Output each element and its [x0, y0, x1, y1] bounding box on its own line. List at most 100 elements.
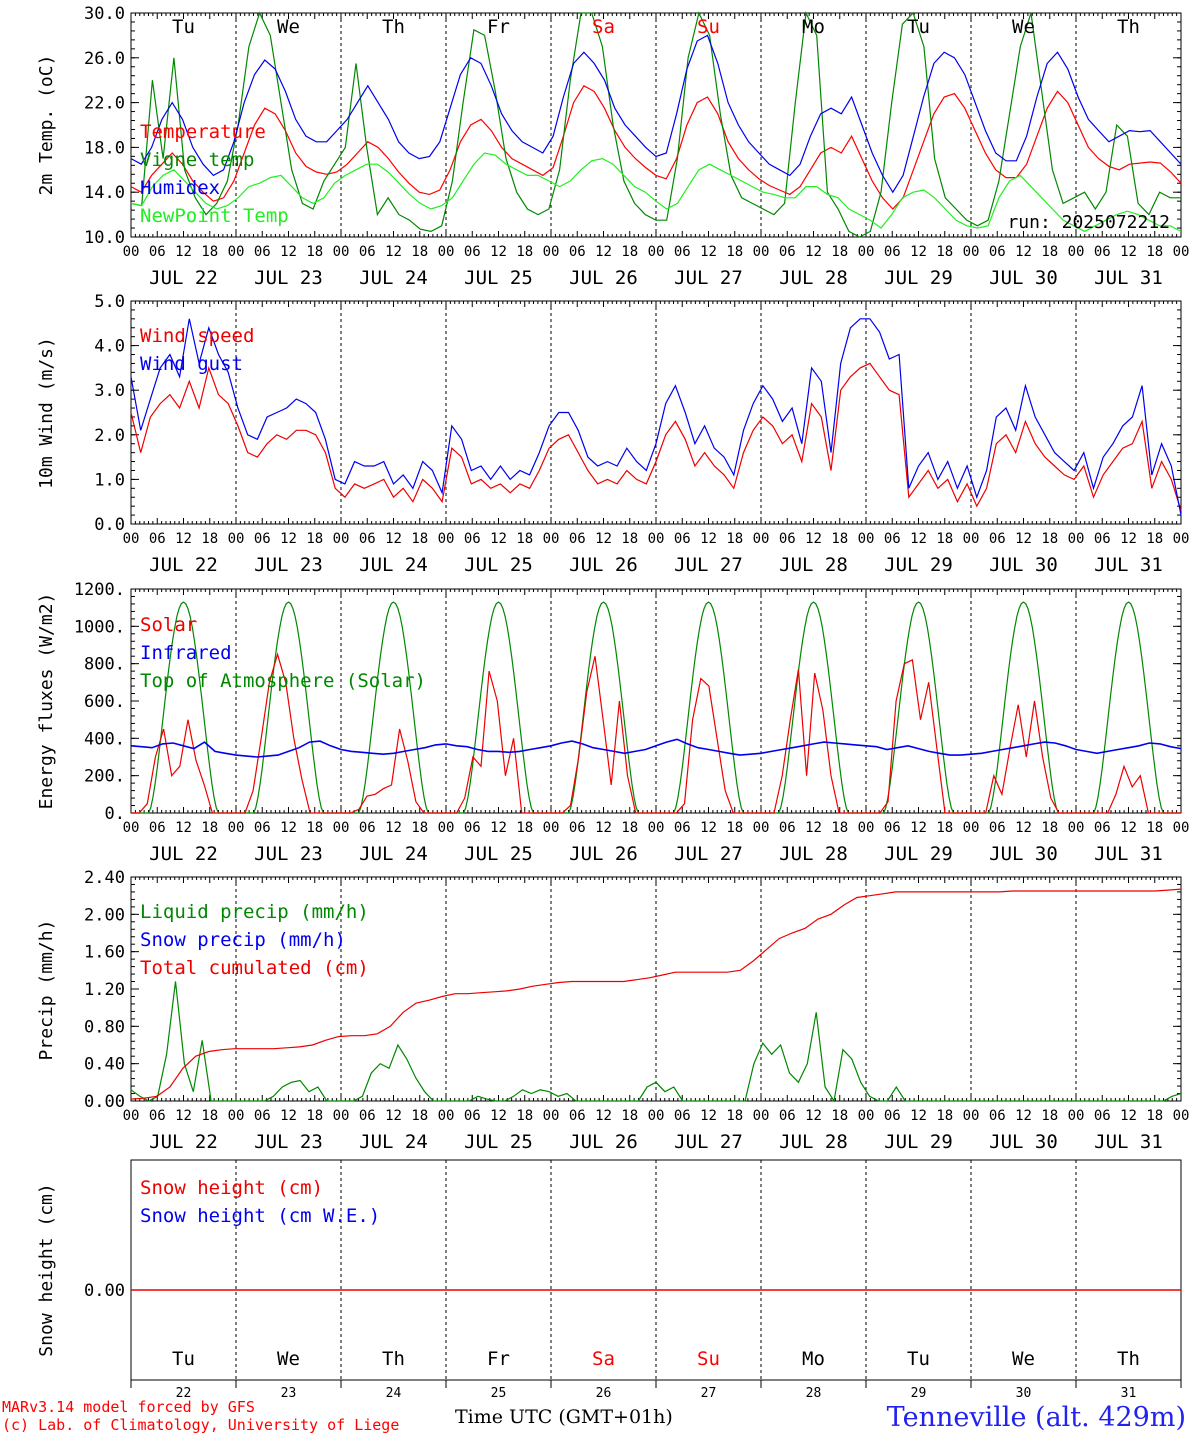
weekday-label: Tu [172, 16, 195, 38]
date-label: JUL 28 [779, 554, 848, 576]
y-tick-label: 200. [84, 767, 125, 787]
legend-entry: Solar [140, 614, 197, 636]
date-label: JUL 23 [254, 267, 323, 289]
hour-label: 06 [569, 820, 586, 836]
hour-label: 18 [831, 820, 848, 836]
hour-label: 06 [359, 1108, 376, 1124]
hour-label: 18 [831, 531, 848, 547]
weekday-label: We [1012, 16, 1035, 38]
legend-entry: Snow height (cm) [140, 1177, 323, 1199]
hour-label: 12 [1120, 820, 1137, 836]
weekday-label: Tu [172, 1348, 195, 1370]
weekday-label: Fr [487, 1348, 510, 1370]
day-number-label: 27 [701, 1386, 717, 1401]
hour-label: 18 [516, 1108, 533, 1124]
hour-label: 18 [306, 244, 323, 260]
hour-label: 00 [1173, 531, 1190, 547]
hour-label: 12 [1015, 531, 1032, 547]
hour-label: 06 [569, 244, 586, 260]
y-tick-label: 26.0 [84, 49, 125, 69]
hour-label: 06 [779, 244, 796, 260]
hour-label: 06 [674, 531, 691, 547]
hour-label: 00 [963, 820, 980, 836]
date-label: JUL 23 [254, 554, 323, 576]
hour-label: 18 [621, 820, 638, 836]
y-tick-label: 18.0 [84, 138, 125, 158]
hour-label: 00 [1173, 820, 1190, 836]
weekday-label: Mo [802, 1348, 825, 1370]
date-label: JUL 23 [254, 1131, 323, 1153]
hour-label: 06 [884, 244, 901, 260]
hour-label: 06 [464, 531, 481, 547]
hour-label: 00 [753, 244, 770, 260]
series-line [130, 318, 1182, 516]
hour-label: 12 [700, 244, 717, 260]
hour-label: 06 [779, 1108, 796, 1124]
date-label: JUL 24 [359, 267, 428, 289]
day-number-label: 24 [386, 1386, 402, 1401]
hour-label: 00 [438, 1108, 455, 1124]
hour-label: 00 [438, 244, 455, 260]
series-line [130, 981, 1182, 1103]
hour-label: 12 [175, 1108, 192, 1124]
hour-label: 18 [726, 1108, 743, 1124]
hour-label: 06 [884, 820, 901, 836]
hour-label: 00 [1068, 531, 1085, 547]
hour-label: 12 [175, 820, 192, 836]
hour-label: 00 [1068, 820, 1085, 836]
weekday-label: Th [1117, 16, 1140, 38]
y-tick-label: 1.0 [94, 470, 125, 490]
series-line [130, 152, 1182, 233]
date-label: JUL 26 [569, 554, 638, 576]
weekday-label: We [1012, 1348, 1035, 1370]
hour-label: 06 [149, 244, 166, 260]
series-line [130, 362, 1182, 511]
hour-label: 18 [411, 1108, 428, 1124]
y-axis-label: Snow height (cm) [36, 1183, 57, 1356]
weekday-label: Fr [487, 16, 510, 38]
series-line [130, 85, 1182, 210]
hour-label: 18 [516, 820, 533, 836]
y-tick-label: 30.0 [84, 4, 125, 24]
weekday-label: Su [697, 1348, 720, 1370]
weekday-label: Sa [592, 16, 615, 38]
hour-label: 18 [201, 244, 218, 260]
hour-label: 18 [936, 531, 953, 547]
copyright-credit: (c) Lab. of Climatology, University of L… [2, 1416, 400, 1434]
weekday-label: Mo [802, 16, 825, 38]
hour-label: 06 [464, 244, 481, 260]
hour-label: 12 [280, 531, 297, 547]
hour-label: 18 [1146, 1108, 1163, 1124]
hour-label: 00 [858, 531, 875, 547]
legend-entry: Snow precip (mm/h) [140, 929, 346, 951]
y-tick-label: 800. [84, 655, 125, 675]
hour-label: 00 [228, 820, 245, 836]
hour-label: 00 [648, 531, 665, 547]
hour-label: 00 [228, 1108, 245, 1124]
weekday-label: Th [382, 16, 405, 38]
hour-label: 18 [1146, 531, 1163, 547]
hour-label: 12 [805, 820, 822, 836]
date-label: JUL 27 [674, 1131, 743, 1153]
date-label: JUL 30 [989, 843, 1058, 865]
hour-label: 12 [700, 531, 717, 547]
hour-label: 06 [884, 1108, 901, 1124]
hour-label: 12 [175, 244, 192, 260]
hour-label: 00 [753, 1108, 770, 1124]
y-tick-label: 600. [84, 692, 125, 712]
hour-label: 06 [464, 820, 481, 836]
date-label: JUL 24 [359, 843, 428, 865]
hour-label: 12 [385, 244, 402, 260]
date-label: JUL 25 [464, 267, 533, 289]
hour-label: 18 [726, 244, 743, 260]
day-number-label: 31 [1121, 1386, 1137, 1401]
model-credit: MARv3.14 model forced by GFS [2, 1398, 255, 1416]
series-line [130, 738, 1182, 758]
hour-label: 06 [989, 1108, 1006, 1124]
hour-label: 12 [595, 1108, 612, 1124]
hour-label: 12 [490, 531, 507, 547]
hour-label: 06 [1094, 531, 1111, 547]
hour-label: 12 [805, 1108, 822, 1124]
y-tick-label: 3.0 [94, 381, 125, 401]
y-tick-label: 400. [84, 729, 125, 749]
